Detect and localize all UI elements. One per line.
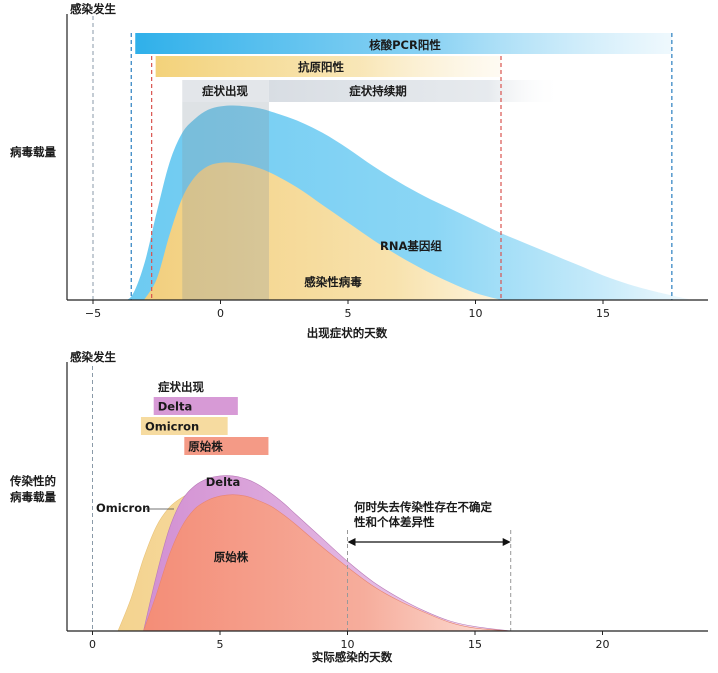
band-antigen xyxy=(155,56,501,77)
area-original xyxy=(143,494,511,632)
symptom-onset-label: 症状出现 xyxy=(158,380,204,394)
symptom-bar-rect xyxy=(140,417,228,435)
symptom-bar-rect xyxy=(153,397,238,415)
symptom-bar-original: 原始株 xyxy=(184,437,269,455)
series-label-virus: 感染性病毒 xyxy=(304,275,362,289)
band-label-symptom-duration: 症状持续期 xyxy=(349,84,407,98)
symptom-bar-omicron: Omicron xyxy=(140,417,228,435)
band-symptom-onset xyxy=(182,80,269,102)
bottom-tick-label: 10 xyxy=(341,638,355,651)
top-tick-label: 15 xyxy=(596,307,610,320)
band-label-symptom-onset: 症状出现 xyxy=(202,84,248,98)
symptom-bar-delta: Delta xyxy=(153,397,238,415)
band-symptom-duration xyxy=(268,80,562,102)
symptom-onset-column xyxy=(182,102,269,300)
series-label-original: 原始株 xyxy=(214,550,249,564)
band-label-pcr: 核酸PCR阳性 xyxy=(369,38,441,52)
bottom-tick-label: 15 xyxy=(468,638,482,651)
band-label-antigen: 抗原阳性 xyxy=(298,60,344,74)
bottom-infection-label: 感染发生 xyxy=(70,350,116,364)
top-x-axis-label: 出现症状的天数 xyxy=(307,326,388,340)
bottom-tick-label: 20 xyxy=(596,638,610,651)
top-tick-label: 10 xyxy=(469,307,483,320)
band-pcr xyxy=(135,33,672,54)
arrow-head-right xyxy=(502,538,511,546)
top-tick-label: 0 xyxy=(217,307,224,320)
series-label-omicron: Omicron xyxy=(96,501,150,515)
top-tick-label: −5 xyxy=(85,307,101,320)
series-label-delta: Delta xyxy=(206,475,241,489)
top-infection-label: 感染发生 xyxy=(70,2,116,16)
top-tick-label: 5 xyxy=(345,307,352,320)
uncertainty-text-1: 何时失去传染性存在不确定 xyxy=(354,500,492,514)
arrow-head-left xyxy=(347,538,356,546)
bottom-y-axis-label-line1: 传染性的 xyxy=(9,474,56,488)
bottom-tick-label: 5 xyxy=(217,638,224,651)
bottom-tick-label: 0 xyxy=(89,638,96,651)
symptom-bar-label: 原始株 xyxy=(188,440,223,454)
series-label-rna: RNA基因组 xyxy=(380,239,442,253)
area-infectious-virus xyxy=(144,162,501,300)
uncertainty-text-2: 性和个体差异性 xyxy=(354,515,435,529)
bottom-y-axis-label-line2: 病毒载量 xyxy=(10,490,56,504)
top-chart: −5 0 5 10 15 感染发生 病毒载量 出现症状的天数 核酸PCR阳性 抗原阳性 … xyxy=(10,2,708,340)
bottom-x-axis-label: 实际感染的天数 xyxy=(312,650,393,664)
symptom-bar-label: Delta xyxy=(158,400,193,414)
symptom-bar-label: Omicron xyxy=(145,420,199,434)
top-y-axis-label: 病毒载量 xyxy=(10,145,56,159)
symptom-bar-rect xyxy=(184,437,269,455)
